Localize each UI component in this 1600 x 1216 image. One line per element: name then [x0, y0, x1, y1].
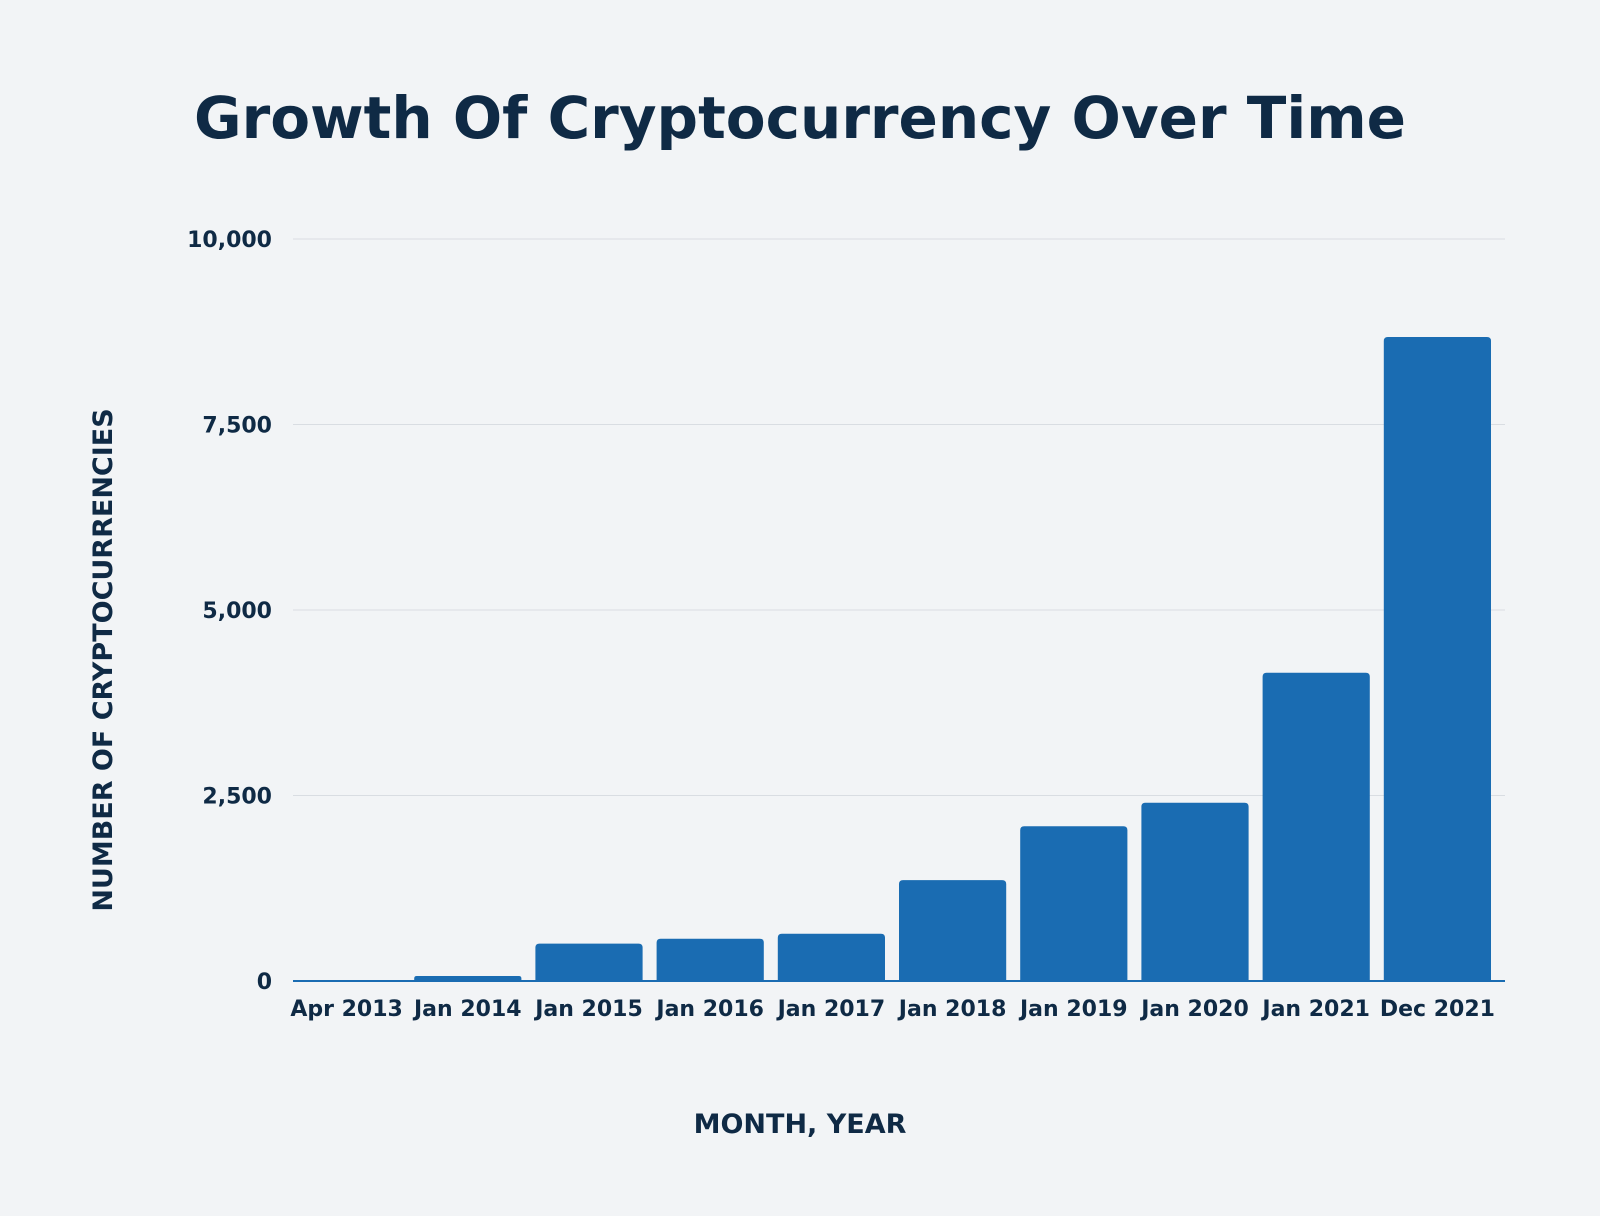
x-axis-label: MONTH, YEAR: [694, 1109, 907, 1140]
x-tick-label: Apr 2013: [290, 997, 403, 1022]
bar: [656, 938, 764, 981]
bar: [535, 943, 643, 981]
x-tick-label: Jan 2021: [1260, 997, 1370, 1022]
bar: [899, 880, 1007, 981]
bars: [293, 337, 1505, 982]
bar: [414, 976, 522, 981]
y-tick-label: 2,500: [202, 785, 272, 810]
x-tick-label: Jan 2016: [654, 997, 764, 1022]
x-tick-label: Jan 2018: [897, 997, 1007, 1022]
y-tick-label: 0: [257, 970, 272, 995]
y-tick-label: 10,000: [187, 228, 272, 253]
bar: [1020, 826, 1128, 981]
x-tick-label: Jan 2015: [533, 997, 643, 1022]
chart-title: Growth Of Cryptocurrency Over Time: [194, 84, 1406, 152]
bar: [1383, 337, 1491, 981]
y-axis-label: NUMBER OF CRYPTOCURRENCIES: [88, 408, 119, 911]
y-axis-ticks: 0 2,500 5,000 7,500 10,000: [187, 228, 272, 995]
y-tick-label: 5,000: [202, 599, 272, 624]
x-tick-label: Jan 2014: [412, 997, 522, 1022]
bar: [1141, 802, 1249, 981]
x-tick-label: Jan 2019: [1018, 997, 1128, 1022]
bar: [1262, 672, 1370, 981]
bar: [777, 933, 885, 981]
y-tick-label: 7,500: [202, 414, 272, 439]
x-tick-label: Jan 2020: [1139, 997, 1249, 1022]
x-tick-label: Jan 2017: [776, 997, 886, 1022]
x-axis-ticks: Apr 2013 Jan 2014 Jan 2015 Jan 2016 Jan 2017…: [290, 997, 1495, 1022]
bar: [293, 980, 401, 981]
x-tick-label: Dec 2021: [1380, 997, 1495, 1022]
